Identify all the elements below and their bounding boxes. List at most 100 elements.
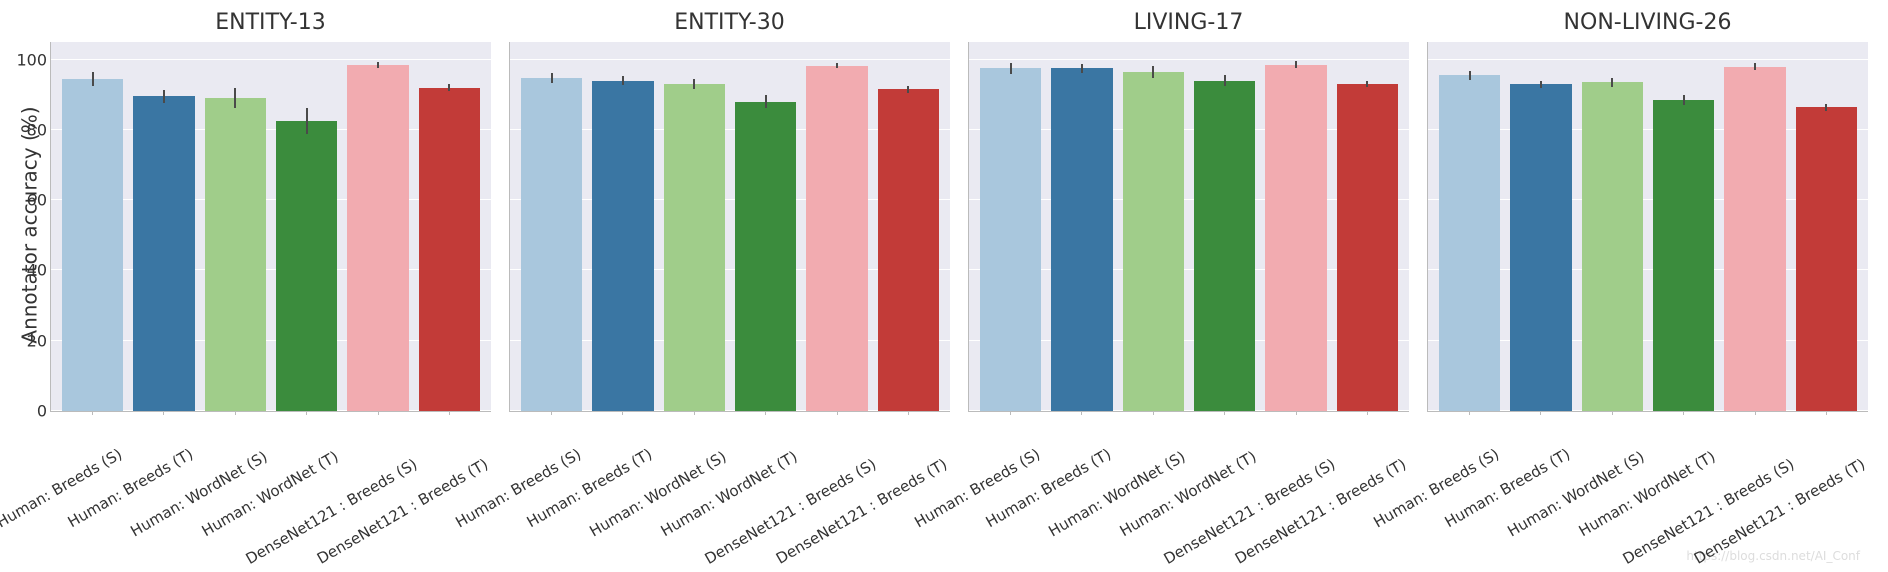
- panel-title: NON-LIVING-26: [1427, 10, 1868, 38]
- bar-slot: [873, 42, 944, 411]
- x-tick-mark: [449, 411, 450, 415]
- error-bar: [1611, 78, 1613, 86]
- y-tick-label: 20: [7, 331, 47, 350]
- x-tick-mark: [1755, 411, 1756, 415]
- bars-container: [1428, 42, 1868, 411]
- x-tick-mark: [551, 411, 552, 415]
- bar: [878, 89, 939, 411]
- bar: [1724, 67, 1785, 411]
- bar-slot: [1434, 42, 1505, 411]
- panel: LIVING-17Human: Breeds (S)Human: Breeds …: [968, 10, 1409, 562]
- bar: [1796, 107, 1857, 411]
- x-tick-mark: [1826, 411, 1827, 415]
- bar: [1510, 84, 1571, 411]
- bar: [735, 102, 796, 411]
- bar-slot: [414, 42, 485, 411]
- x-tick-mark: [694, 411, 695, 415]
- bar: [1265, 65, 1326, 411]
- bar-slot: [801, 42, 872, 411]
- x-tick-slot: Human: WordNet (S): [658, 412, 730, 562]
- x-tick-mark: [908, 411, 909, 415]
- x-tick-mark: [1224, 411, 1225, 415]
- x-tick-mark: [235, 411, 236, 415]
- bar-slot: [1505, 42, 1576, 411]
- x-tick-slot: Human: Breeds (T): [1505, 412, 1577, 562]
- x-tick-slot: DenseNet121 : Breeds (T): [1791, 412, 1863, 562]
- error-bar: [377, 62, 379, 68]
- bar-slot: [1791, 42, 1862, 411]
- figure: Annotator accuracy (%) ENTITY-1302040608…: [10, 10, 1868, 562]
- x-tick-mark: [837, 411, 838, 415]
- error-bar: [1366, 81, 1368, 87]
- x-tick-mark: [1367, 411, 1368, 415]
- x-tick-mark: [765, 411, 766, 415]
- bars-container: [51, 42, 491, 411]
- panel-title: ENTITY-13: [50, 10, 491, 38]
- bar-slot: [516, 42, 587, 411]
- x-tick-slot: DenseNet121 : Breeds (T): [414, 412, 486, 562]
- panels-row: ENTITY-13020406080100Human: Breeds (S)Hu…: [50, 10, 1868, 562]
- error-bar: [92, 72, 94, 86]
- plot-area: [509, 42, 950, 412]
- x-tick-mark: [1683, 411, 1684, 415]
- x-tick-mark: [622, 411, 623, 415]
- panel: NON-LIVING-26 https://blog.csdn.net/AI_Co…: [1427, 10, 1868, 562]
- x-tick-slot: Human: Breeds (T): [128, 412, 200, 562]
- y-tick-label: 100: [7, 50, 47, 69]
- x-tick-mark: [1296, 411, 1297, 415]
- bar: [276, 121, 337, 411]
- bar-slot: [1118, 42, 1189, 411]
- x-tick-mark: [92, 411, 93, 415]
- error-bar: [1081, 64, 1083, 72]
- bar: [1439, 75, 1500, 411]
- bar-slot: [57, 42, 128, 411]
- error-bar: [1152, 66, 1154, 79]
- bar: [592, 81, 653, 411]
- bar: [1653, 100, 1714, 411]
- x-tick-slot: Human: WordNet (S): [199, 412, 271, 562]
- error-bar: [1010, 63, 1012, 74]
- plot-area: [968, 42, 1409, 412]
- error-bar: [1540, 81, 1542, 88]
- bar-slot: [1719, 42, 1790, 411]
- bar: [521, 78, 582, 411]
- bar-slot: [1332, 42, 1403, 411]
- error-bar: [551, 73, 553, 84]
- x-ticks: Human: Breeds (S)Human: Breeds (T)Human:…: [968, 412, 1409, 562]
- x-tick-slot: Human: Breeds (T): [1046, 412, 1118, 562]
- bars-container: [510, 42, 950, 411]
- error-bar: [448, 84, 450, 91]
- bar-slot: [1046, 42, 1117, 411]
- bar-slot: [730, 42, 801, 411]
- bar: [133, 96, 194, 411]
- error-bar: [234, 88, 236, 108]
- bar: [1123, 72, 1184, 411]
- error-bar: [1754, 63, 1756, 70]
- bar-slot: [1648, 42, 1719, 411]
- error-bar: [693, 79, 695, 90]
- bar: [347, 65, 408, 411]
- bar: [806, 66, 867, 411]
- bar-slot: [587, 42, 658, 411]
- error-bar: [765, 95, 767, 108]
- x-ticks: Human: Breeds (S)Human: Breeds (T)Human:…: [509, 412, 950, 562]
- bar: [1194, 81, 1255, 411]
- x-tick-mark: [163, 411, 164, 415]
- plot-area: https://blog.csdn.net/AI_Conf: [1427, 42, 1868, 412]
- plot-area: 020406080100: [50, 42, 491, 412]
- bar: [205, 98, 266, 411]
- bar-slot: [271, 42, 342, 411]
- error-bar: [1224, 75, 1226, 86]
- error-bar: [163, 90, 165, 103]
- error-bar: [1295, 61, 1297, 68]
- y-ticks: 020406080100: [7, 42, 47, 411]
- x-tick-mark: [1010, 411, 1011, 415]
- error-bar: [1469, 71, 1471, 79]
- bar-slot: [1260, 42, 1331, 411]
- panel: ENTITY-30Human: Breeds (S)Human: Breeds …: [509, 10, 950, 562]
- error-bar: [836, 63, 838, 69]
- x-ticks: Human: Breeds (S)Human: Breeds (T)Human:…: [1427, 412, 1868, 562]
- panel: ENTITY-13020406080100Human: Breeds (S)Hu…: [50, 10, 491, 562]
- error-bar: [1825, 104, 1827, 111]
- error-bar: [1683, 95, 1685, 106]
